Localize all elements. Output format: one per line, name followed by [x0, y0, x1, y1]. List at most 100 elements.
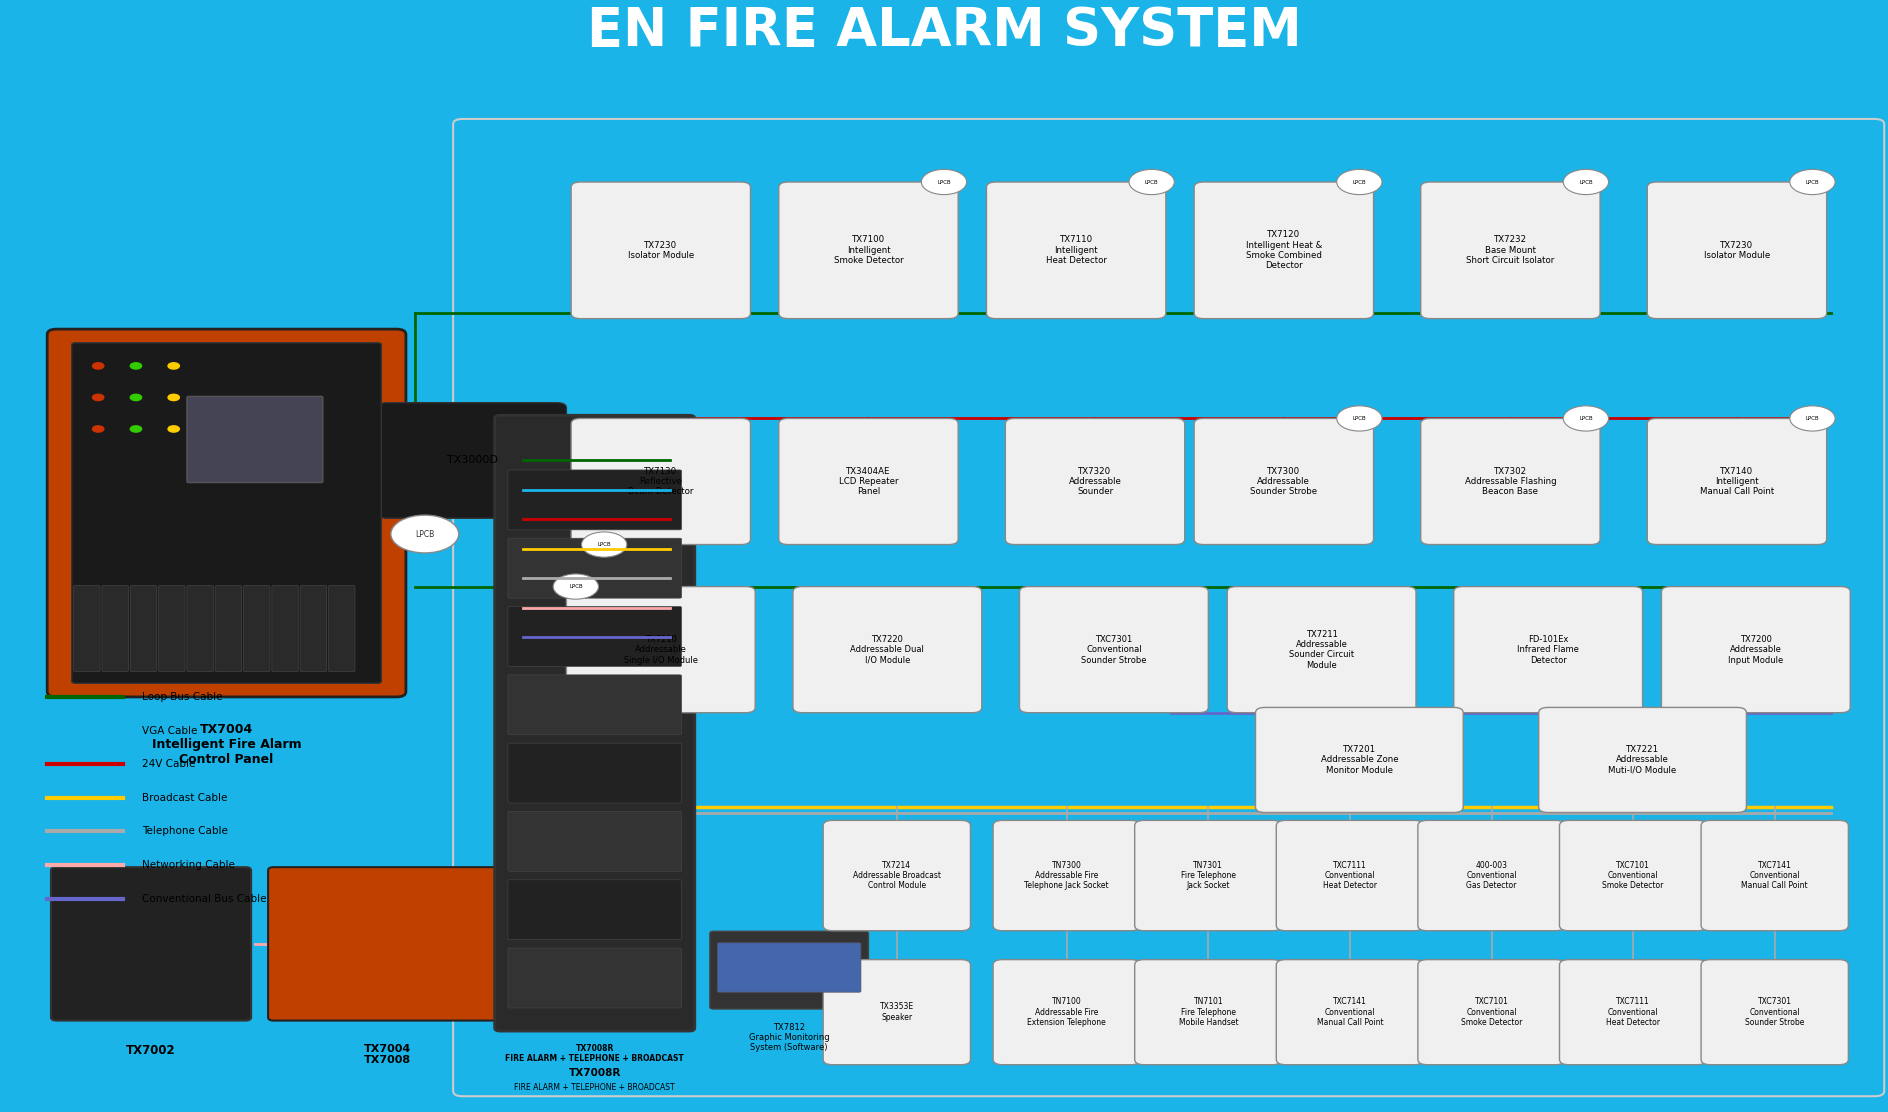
- Text: TX7302
Addressable Flashing
Beacon Base: TX7302 Addressable Flashing Beacon Base: [1465, 467, 1556, 496]
- FancyBboxPatch shape: [1646, 182, 1828, 319]
- FancyBboxPatch shape: [780, 418, 959, 545]
- Circle shape: [1337, 169, 1382, 195]
- Text: TX3000D: TX3000D: [447, 456, 497, 466]
- Text: TX7211
Addressable
Sounder Circuit
Module: TX7211 Addressable Sounder Circuit Modul…: [1290, 629, 1354, 669]
- Text: LPCB: LPCB: [1352, 179, 1367, 185]
- Circle shape: [1563, 169, 1609, 195]
- Text: LPCB: LPCB: [1578, 416, 1593, 421]
- FancyBboxPatch shape: [1276, 821, 1424, 931]
- FancyBboxPatch shape: [300, 586, 327, 672]
- FancyBboxPatch shape: [1418, 960, 1565, 1064]
- Circle shape: [1790, 406, 1835, 431]
- Text: TX3404AE
LCD Repeater
Panel: TX3404AE LCD Repeater Panel: [838, 467, 899, 496]
- Text: 24V Cable: 24V Cable: [142, 759, 194, 770]
- Text: TN7301
Fire Telephone
Jack Socket: TN7301 Fire Telephone Jack Socket: [1180, 861, 1237, 891]
- FancyBboxPatch shape: [717, 943, 861, 992]
- Text: LPCB: LPCB: [1578, 179, 1593, 185]
- Circle shape: [391, 515, 459, 553]
- Circle shape: [1563, 406, 1609, 431]
- FancyBboxPatch shape: [710, 931, 868, 1009]
- FancyBboxPatch shape: [1422, 182, 1601, 319]
- Text: TX7002: TX7002: [126, 1044, 176, 1056]
- FancyBboxPatch shape: [1661, 587, 1850, 713]
- Text: TXC7111
Conventional
Heat Detector: TXC7111 Conventional Heat Detector: [1323, 861, 1376, 891]
- Text: TX7120
Intelligent Heat &
Smoke Combined
Detector: TX7120 Intelligent Heat & Smoke Combined…: [1246, 230, 1322, 270]
- Text: TXC7101
Conventional
Smoke Detector: TXC7101 Conventional Smoke Detector: [1461, 997, 1522, 1027]
- Circle shape: [582, 532, 627, 557]
- FancyBboxPatch shape: [72, 342, 381, 683]
- Text: FIRE ALARM + TELEPHONE + BROADCAST: FIRE ALARM + TELEPHONE + BROADCAST: [514, 1083, 676, 1092]
- FancyBboxPatch shape: [1422, 418, 1601, 545]
- Text: LPCB: LPCB: [936, 179, 952, 185]
- Text: 400-003
Conventional
Gas Detector: 400-003 Conventional Gas Detector: [1467, 861, 1516, 891]
- Text: TX7210
Addressable
Single I/O Module: TX7210 Addressable Single I/O Module: [623, 635, 699, 665]
- Text: TX7008R: TX7008R: [568, 1068, 621, 1078]
- FancyBboxPatch shape: [508, 538, 682, 598]
- FancyBboxPatch shape: [1227, 587, 1416, 713]
- Text: TX7230
Isolator Module: TX7230 Isolator Module: [1703, 240, 1771, 260]
- FancyBboxPatch shape: [508, 743, 682, 803]
- Circle shape: [93, 363, 104, 369]
- Text: Networking Cable: Networking Cable: [142, 860, 234, 870]
- FancyBboxPatch shape: [780, 182, 959, 319]
- FancyBboxPatch shape: [495, 415, 695, 1031]
- Text: LPCB: LPCB: [1144, 179, 1159, 185]
- Circle shape: [130, 426, 142, 433]
- Text: TX7110
Intelligent
Heat Detector: TX7110 Intelligent Heat Detector: [1046, 236, 1106, 265]
- Text: TX7232
Base Mount
Short Circuit Isolator: TX7232 Base Mount Short Circuit Isolator: [1467, 236, 1554, 265]
- Text: TX7201
Addressable Zone
Monitor Module: TX7201 Addressable Zone Monitor Module: [1320, 745, 1399, 775]
- FancyBboxPatch shape: [1195, 418, 1374, 545]
- FancyBboxPatch shape: [793, 587, 982, 713]
- FancyBboxPatch shape: [1195, 182, 1374, 319]
- FancyBboxPatch shape: [329, 586, 355, 672]
- Text: TX7320
Addressable
Sounder: TX7320 Addressable Sounder: [1069, 467, 1121, 496]
- FancyBboxPatch shape: [570, 182, 750, 319]
- FancyBboxPatch shape: [187, 586, 213, 672]
- FancyBboxPatch shape: [993, 821, 1140, 931]
- FancyBboxPatch shape: [1559, 821, 1707, 931]
- Text: EN FIRE ALARM SYSTEM: EN FIRE ALARM SYSTEM: [587, 4, 1301, 57]
- FancyBboxPatch shape: [1539, 707, 1746, 813]
- FancyBboxPatch shape: [215, 586, 242, 672]
- Circle shape: [93, 426, 104, 433]
- Text: LPCB: LPCB: [1805, 416, 1820, 421]
- Text: TX7004
Intelligent Fire Alarm
Control Panel: TX7004 Intelligent Fire Alarm Control Pa…: [151, 723, 302, 766]
- Text: TXC7301
Conventional
Sounder Strobe: TXC7301 Conventional Sounder Strobe: [1082, 635, 1146, 665]
- Text: LPCB: LPCB: [568, 584, 583, 589]
- FancyBboxPatch shape: [272, 586, 298, 672]
- FancyBboxPatch shape: [508, 812, 682, 872]
- Text: TX7214
Addressable Broadcast
Control Module: TX7214 Addressable Broadcast Control Mod…: [853, 861, 940, 891]
- FancyBboxPatch shape: [986, 182, 1165, 319]
- FancyBboxPatch shape: [378, 403, 566, 518]
- FancyBboxPatch shape: [1701, 821, 1848, 931]
- FancyBboxPatch shape: [508, 606, 682, 666]
- FancyBboxPatch shape: [508, 880, 682, 940]
- Text: TX7200
Addressable
Input Module: TX7200 Addressable Input Module: [1728, 635, 1784, 665]
- Text: TX7300
Addressable
Sounder Strobe: TX7300 Addressable Sounder Strobe: [1250, 467, 1318, 496]
- FancyBboxPatch shape: [508, 470, 682, 529]
- FancyBboxPatch shape: [823, 821, 970, 931]
- Circle shape: [1790, 169, 1835, 195]
- Text: TN7100
Addressable Fire
Extension Telephone: TN7100 Addressable Fire Extension Teleph…: [1027, 997, 1106, 1027]
- FancyBboxPatch shape: [508, 675, 682, 735]
- Circle shape: [130, 363, 142, 369]
- FancyBboxPatch shape: [51, 867, 251, 1021]
- FancyBboxPatch shape: [1418, 821, 1565, 931]
- Text: TX3353E
Speaker: TX3353E Speaker: [880, 1003, 914, 1022]
- Text: TXC7141
Conventional
Manual Call Point: TXC7141 Conventional Manual Call Point: [1741, 861, 1809, 891]
- Text: TX7100
Intelligent
Smoke Detector: TX7100 Intelligent Smoke Detector: [834, 236, 902, 265]
- FancyBboxPatch shape: [1276, 960, 1424, 1064]
- FancyBboxPatch shape: [268, 867, 506, 1021]
- FancyBboxPatch shape: [47, 329, 406, 697]
- Text: TXC7111
Conventional
Heat Detector: TXC7111 Conventional Heat Detector: [1607, 997, 1660, 1027]
- Text: TX7008R
FIRE ALARM + TELEPHONE + BROADCAST: TX7008R FIRE ALARM + TELEPHONE + BROADCA…: [506, 1044, 683, 1063]
- Circle shape: [168, 426, 179, 433]
- FancyBboxPatch shape: [508, 949, 682, 1007]
- Circle shape: [1129, 169, 1174, 195]
- FancyBboxPatch shape: [566, 587, 755, 713]
- Text: Telephone Cable: Telephone Cable: [142, 826, 227, 836]
- FancyBboxPatch shape: [74, 586, 100, 672]
- Text: Conventional Bus Cable: Conventional Bus Cable: [142, 894, 266, 904]
- Text: VGA Cable: VGA Cable: [142, 725, 196, 735]
- Text: TXC7141
Conventional
Manual Call Point: TXC7141 Conventional Manual Call Point: [1316, 997, 1384, 1027]
